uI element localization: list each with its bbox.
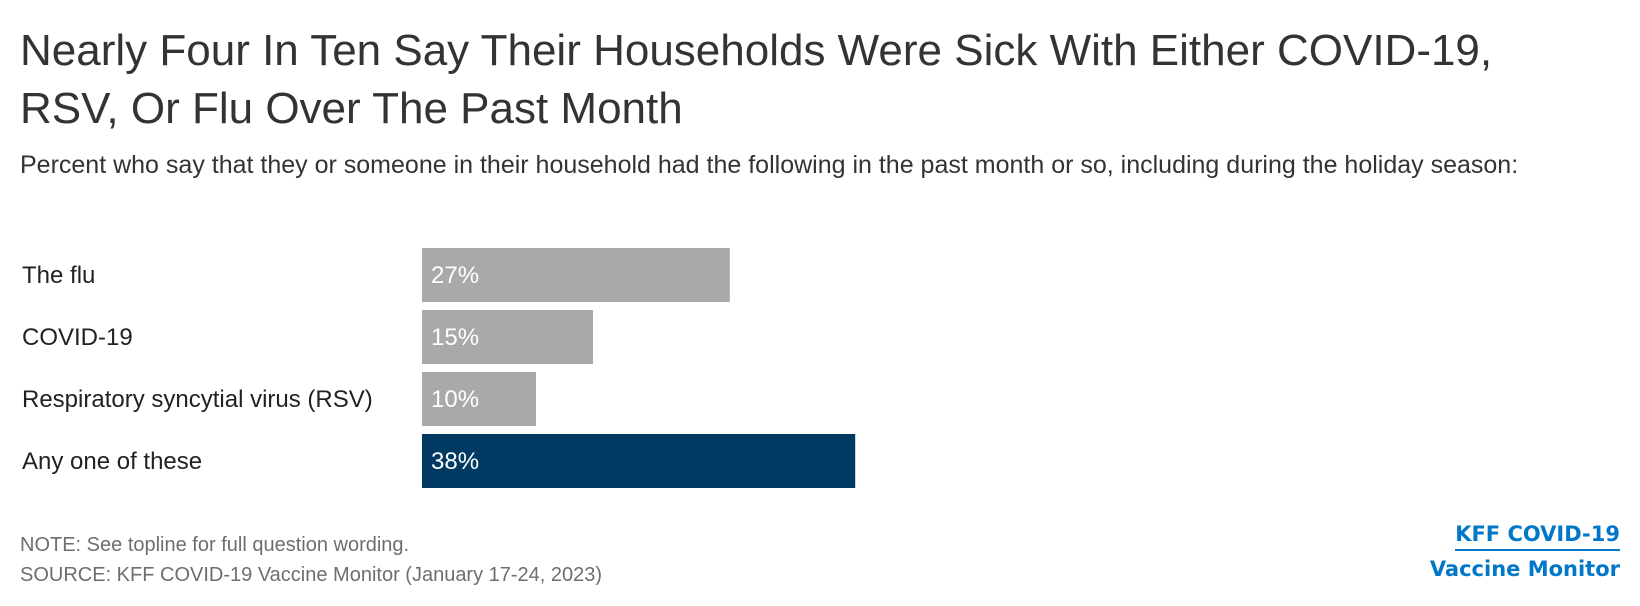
bar-chart: The flu 27% COVID-19 15% Respiratory syncyti… bbox=[0, 240, 1640, 500]
bar[interactable] bbox=[422, 310, 593, 364]
bar-value-label: 38% bbox=[431, 448, 479, 475]
category-label: Respiratory syncytial virus (RSV) bbox=[22, 386, 373, 413]
category-label: COVID-19 bbox=[22, 324, 133, 351]
chart-title: Nearly Four In Ten Say Their Households … bbox=[20, 26, 1493, 133]
logo-line-2: Vaccine Monitor bbox=[1429, 557, 1620, 581]
note-text: NOTE: See topline for full question word… bbox=[20, 534, 410, 556]
category-label: The flu bbox=[22, 262, 95, 289]
chart-subtitle: Percent who say that they or someone in … bbox=[20, 151, 1519, 179]
bar-value-label: 10% bbox=[431, 386, 479, 413]
bar[interactable] bbox=[422, 434, 856, 488]
bar[interactable] bbox=[422, 248, 730, 302]
bar[interactable] bbox=[422, 372, 536, 426]
bar-value-label: 27% bbox=[431, 262, 479, 289]
chart-footnotes: NOTE: See topline for full question word… bbox=[20, 530, 602, 590]
kff-logo[interactable]: KFF COVID-19 Vaccine Monitor bbox=[1430, 522, 1620, 581]
bar-value-label: 15% bbox=[431, 324, 479, 351]
bar-chart-svg: The flu 27% COVID-19 15% Respiratory syncyti… bbox=[22, 248, 856, 488]
category-label: Any one of these bbox=[22, 448, 202, 475]
logo-line-1: KFF COVID-19 bbox=[1455, 522, 1620, 551]
source-text: SOURCE: KFF COVID-19 Vaccine Monitor (Ja… bbox=[20, 564, 603, 586]
